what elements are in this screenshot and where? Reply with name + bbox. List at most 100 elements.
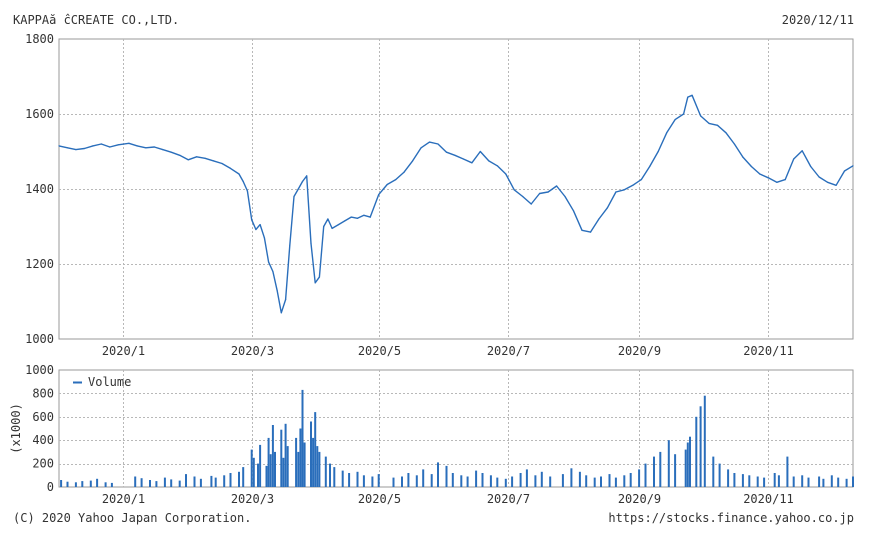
price-point bbox=[598, 218, 600, 220]
volume-bar bbox=[371, 476, 374, 487]
volume-bar bbox=[356, 471, 359, 487]
volume-bar bbox=[257, 463, 259, 487]
volume-bar bbox=[561, 474, 564, 487]
volume-bar bbox=[250, 449, 253, 487]
y-tick-label: 1200 bbox=[25, 257, 54, 271]
price-point bbox=[657, 150, 659, 153]
volume-bar bbox=[689, 436, 691, 487]
volume-bar bbox=[312, 437, 315, 487]
volume-bar bbox=[822, 478, 825, 487]
y-tick-label: 1000 bbox=[25, 332, 54, 346]
volume-bar bbox=[214, 477, 217, 487]
price-point bbox=[318, 276, 320, 278]
price-point bbox=[505, 173, 507, 175]
volume-bar bbox=[299, 428, 302, 487]
price-point bbox=[289, 244, 291, 246]
price-point bbox=[827, 181, 829, 183]
volume-bar bbox=[437, 462, 439, 487]
price-point bbox=[700, 115, 702, 117]
volume-bar bbox=[223, 475, 226, 487]
price-point bbox=[369, 216, 371, 218]
volume-bar bbox=[466, 476, 469, 487]
volume-bar bbox=[66, 481, 69, 487]
price-point bbox=[213, 160, 215, 162]
price-point bbox=[759, 173, 761, 175]
y-tick-label: 600 bbox=[32, 410, 54, 424]
price-point bbox=[412, 160, 414, 162]
volume-bar bbox=[608, 474, 611, 487]
price-point bbox=[268, 261, 270, 263]
price-point bbox=[708, 122, 710, 124]
volume-bar bbox=[773, 473, 776, 487]
price-point bbox=[716, 124, 719, 126]
price-point bbox=[310, 242, 312, 244]
volume-bar bbox=[614, 477, 617, 487]
volume-bar bbox=[229, 473, 232, 487]
price-point bbox=[204, 157, 206, 159]
volume-bar bbox=[297, 451, 300, 487]
price-point bbox=[589, 231, 592, 233]
price-point bbox=[263, 237, 265, 239]
volume-bar bbox=[163, 477, 166, 487]
y-tick-label: 400 bbox=[32, 433, 54, 447]
volume-bar bbox=[377, 474, 380, 487]
volume-bar bbox=[699, 406, 702, 487]
price-point bbox=[323, 225, 325, 228]
volume-bar bbox=[104, 482, 107, 487]
x-tick-label: 2020/1 bbox=[102, 344, 145, 358]
volume-bar bbox=[267, 437, 270, 487]
x-tick-label: 2020/11 bbox=[743, 492, 794, 506]
volume-bar bbox=[684, 449, 687, 487]
price-point bbox=[221, 162, 223, 165]
price-point bbox=[136, 145, 138, 147]
volume-bar bbox=[318, 451, 321, 487]
volume-bar bbox=[830, 475, 833, 487]
price-point bbox=[145, 147, 147, 149]
volume-bar bbox=[295, 437, 298, 487]
price-point bbox=[117, 144, 119, 146]
volume-bar bbox=[303, 442, 306, 487]
volume-bar bbox=[741, 474, 744, 487]
price-point bbox=[386, 183, 388, 186]
price-point bbox=[818, 176, 820, 178]
volume-bar bbox=[282, 457, 285, 488]
volume-bar bbox=[818, 476, 821, 487]
x-tick-label: 2020/1 bbox=[102, 492, 145, 506]
price-point bbox=[306, 175, 308, 177]
price-point bbox=[471, 162, 473, 164]
volume-bar bbox=[286, 446, 289, 487]
price-point bbox=[187, 159, 189, 161]
price-point bbox=[462, 158, 464, 160]
price-point bbox=[784, 179, 786, 181]
volume-bar bbox=[451, 473, 454, 487]
price-point bbox=[259, 224, 261, 226]
price-point bbox=[479, 150, 481, 153]
price-point bbox=[83, 147, 85, 150]
volume-bar bbox=[407, 473, 410, 487]
price-point bbox=[356, 217, 359, 219]
volume-bar bbox=[445, 465, 448, 487]
volume-bar bbox=[712, 456, 715, 487]
volume-bar bbox=[259, 444, 262, 487]
volume-bar bbox=[807, 477, 810, 487]
volume-bar bbox=[845, 478, 848, 487]
price-point bbox=[395, 179, 397, 181]
price-point bbox=[750, 165, 753, 168]
volume-bar bbox=[140, 478, 143, 487]
volume-bar bbox=[718, 463, 721, 487]
x-tick-label: 2020/5 bbox=[358, 492, 401, 506]
price-point bbox=[428, 141, 431, 143]
volume-bar bbox=[593, 477, 596, 487]
price-point bbox=[547, 191, 549, 193]
volume-bar bbox=[134, 476, 137, 487]
volume-bar bbox=[801, 475, 804, 487]
volume-bar bbox=[519, 473, 522, 487]
price-point bbox=[66, 147, 69, 149]
volume-bar bbox=[210, 475, 213, 487]
price-point bbox=[437, 143, 439, 145]
volume-bar bbox=[271, 425, 274, 487]
volume-bar bbox=[341, 470, 344, 487]
volume-bar bbox=[185, 474, 187, 487]
volume-bar bbox=[653, 456, 655, 487]
